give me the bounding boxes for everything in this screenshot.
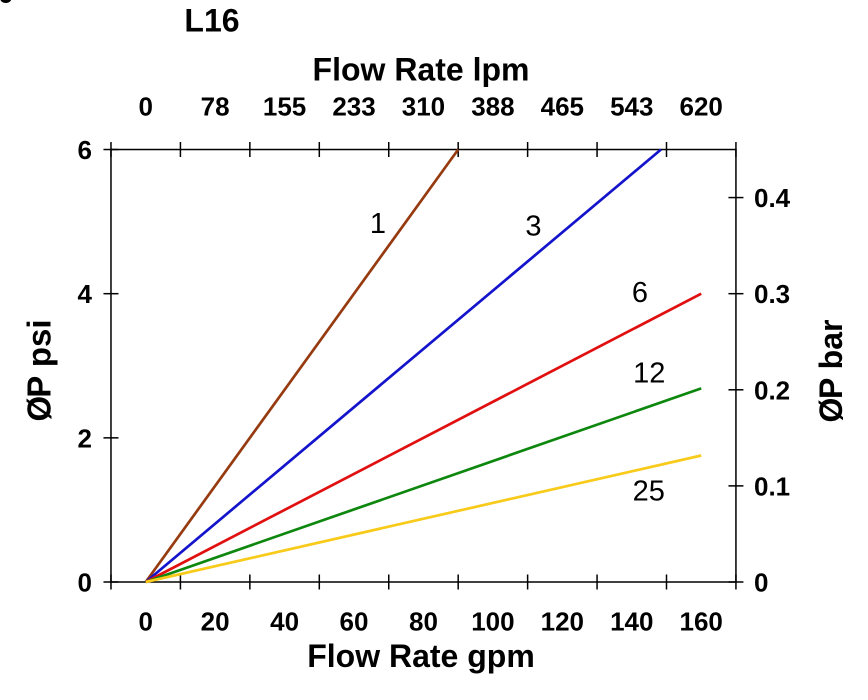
svg-text:P psi: P psi (21, 319, 58, 397)
svg-text:310: 310 (402, 92, 445, 122)
svg-text:388: 388 (471, 92, 514, 122)
svg-text:0.4: 0.4 (754, 183, 791, 213)
svg-text:0: 0 (754, 568, 768, 598)
svg-text:P bar: P bar (813, 320, 849, 399)
svg-text:0.2: 0.2 (754, 375, 790, 405)
svg-text:3: 3 (525, 211, 541, 243)
svg-text:160: 160 (680, 607, 723, 637)
svg-text:0: 0 (138, 607, 152, 637)
svg-text:120: 120 (541, 607, 584, 637)
svg-text:12: 12 (633, 358, 665, 390)
svg-text:6: 6 (78, 135, 92, 165)
svg-text:Ø: Ø (813, 398, 849, 423)
svg-text:Ø: Ø (21, 396, 58, 422)
svg-text:0.1: 0.1 (754, 471, 790, 501)
svg-text:2: 2 (78, 423, 92, 453)
svg-text:1: 1 (370, 208, 386, 240)
svg-text:80: 80 (409, 607, 438, 637)
svg-text:60: 60 (340, 607, 369, 637)
svg-text:465: 465 (541, 92, 584, 122)
svg-text:100: 100 (471, 607, 514, 637)
svg-text:620: 620 (680, 92, 723, 122)
svg-text:Flow Rate lpm: Flow Rate lpm (313, 52, 530, 88)
svg-text:25: 25 (633, 476, 665, 508)
svg-text:543: 543 (610, 92, 653, 122)
svg-text:Flow Rate gpm: Flow Rate gpm (307, 638, 535, 674)
svg-text:140: 140 (610, 607, 653, 637)
svg-text:0.3: 0.3 (754, 279, 790, 309)
svg-text:233: 233 (332, 92, 375, 122)
svg-text:155: 155 (263, 92, 306, 122)
svg-text:20: 20 (201, 607, 230, 637)
svg-text:0: 0 (78, 568, 92, 598)
svg-text:4: 4 (78, 279, 93, 309)
svg-text:78: 78 (201, 92, 230, 122)
svg-text:6: 6 (632, 277, 648, 309)
svg-text:L16: L16 (184, 3, 239, 39)
svg-text:0: 0 (138, 92, 152, 122)
svg-text:40: 40 (270, 607, 299, 637)
